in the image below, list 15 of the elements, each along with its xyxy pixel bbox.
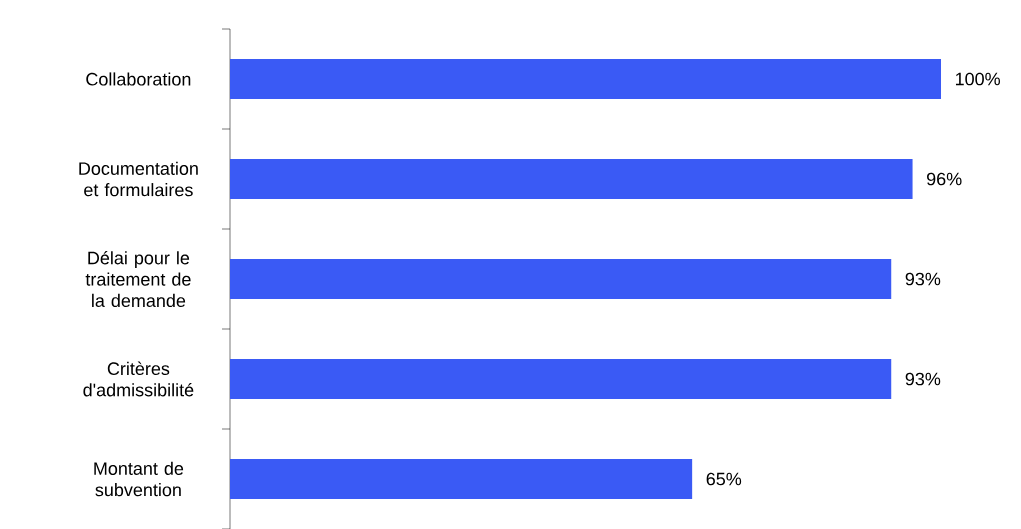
bar bbox=[230, 58, 942, 99]
y-tick-label: Montant de subvention bbox=[94, 461, 184, 497]
data-label: 93% bbox=[905, 372, 941, 386]
y-tick-label: Documentation et formulaires bbox=[79, 161, 198, 197]
y-tick-label: Délai pour le traitement de la demande bbox=[85, 250, 191, 307]
bar bbox=[230, 258, 892, 299]
data-label: 100% bbox=[955, 72, 1000, 86]
bar bbox=[230, 158, 913, 199]
bar bbox=[230, 358, 892, 399]
data-label: 96% bbox=[927, 172, 962, 186]
data-label: 93% bbox=[905, 272, 941, 286]
data-label: 65% bbox=[706, 472, 742, 486]
bar bbox=[230, 458, 693, 499]
y-tick-label: Critères d'admissibilité bbox=[83, 361, 194, 397]
y-tick-label: Collaboration bbox=[86, 72, 191, 86]
